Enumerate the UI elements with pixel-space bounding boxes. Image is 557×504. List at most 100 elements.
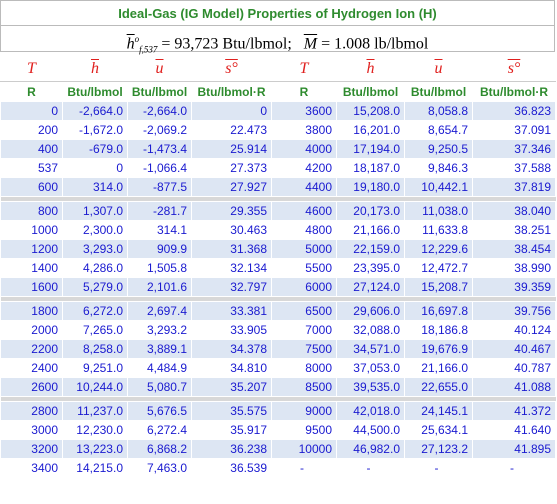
cell: 3400 bbox=[0, 458, 63, 478]
data-row: 2000 7,265.0 3,293.2 33.905 7000 32,088.0 18,1… bbox=[0, 320, 556, 340]
cell: 25.914 bbox=[191, 139, 272, 159]
cell: 35.917 bbox=[191, 420, 272, 440]
data-row: 3200 13,223.0 6,868.2 36.238 10000 46,982.0 27… bbox=[0, 439, 556, 459]
cell: 37.091 bbox=[472, 120, 556, 140]
cell: 42,018.0 bbox=[336, 401, 405, 421]
cell: 44,500.0 bbox=[336, 420, 405, 440]
cell: 3000 bbox=[0, 420, 63, 440]
cell: -2,069.2 bbox=[127, 120, 192, 140]
cell: 37,053.0 bbox=[336, 358, 405, 378]
cell: 800 bbox=[0, 201, 63, 221]
cell: 36.238 bbox=[191, 439, 272, 459]
cell: 19,180.0 bbox=[336, 177, 405, 197]
cell: 9,846.3 bbox=[404, 158, 473, 178]
unit-header: Btu/lbmol·R bbox=[191, 81, 272, 102]
cell: 11,038.0 bbox=[404, 201, 473, 221]
unit-header: Btu/lbmol bbox=[127, 81, 192, 102]
cell: 27.373 bbox=[191, 158, 272, 178]
cell: 21,166.0 bbox=[336, 220, 405, 240]
cell: -1,672.0 bbox=[62, 120, 128, 140]
cell: 4,286.0 bbox=[62, 258, 128, 278]
cell: 38.251 bbox=[472, 220, 556, 240]
data-row: 800 1,307.0 -281.7 29.355 4600 20,173.0 11,038… bbox=[0, 201, 556, 221]
cell: 40.124 bbox=[472, 320, 556, 340]
cell: 1000 bbox=[0, 220, 63, 240]
cell: 200 bbox=[0, 120, 63, 140]
cell: 5500 bbox=[271, 258, 337, 278]
cell: 10,244.0 bbox=[62, 377, 128, 397]
h-value: = 93,723 Btu/lbmol; bbox=[161, 35, 292, 53]
cell: 537 bbox=[0, 158, 63, 178]
symbol-header: s° bbox=[472, 56, 556, 82]
cell: 1,505.8 bbox=[127, 258, 192, 278]
cell: 41.895 bbox=[472, 439, 556, 459]
symbol-header: T bbox=[271, 56, 337, 82]
cell: 14,215.0 bbox=[62, 458, 128, 478]
cell: 38.040 bbox=[472, 201, 556, 221]
cell: 1800 bbox=[0, 301, 63, 321]
cell: 4400 bbox=[271, 177, 337, 197]
cell: -877.5 bbox=[127, 177, 192, 197]
cell: 35.207 bbox=[191, 377, 272, 397]
cell: 314.0 bbox=[62, 177, 128, 197]
h-sup: o bbox=[134, 34, 140, 44]
cell: 22.473 bbox=[191, 120, 272, 140]
gap-cell bbox=[336, 196, 405, 202]
cell: -1,066.4 bbox=[127, 158, 192, 178]
cell: 32.134 bbox=[191, 258, 272, 278]
data-row: 600 314.0 -877.5 27.927 4400 19,180.0 10,442.1… bbox=[0, 177, 556, 197]
cell: 1400 bbox=[0, 258, 63, 278]
cell: 3,293.0 bbox=[62, 239, 128, 259]
cell: 5,279.0 bbox=[62, 277, 128, 297]
data-row: 1000 2,300.0 314.1 30.463 4800 21,166.0 11,633… bbox=[0, 220, 556, 240]
cell: 2,300.0 bbox=[62, 220, 128, 240]
group-gap bbox=[0, 296, 556, 302]
h-symbol: h bbox=[126, 35, 135, 53]
cell: 4800 bbox=[271, 220, 337, 240]
cell: 6500 bbox=[271, 301, 337, 321]
data-row: 3400 14,215.0 7,463.0 36.539- - - - bbox=[0, 458, 556, 478]
cell: 9,251.0 bbox=[62, 358, 128, 378]
cell: 37.346 bbox=[472, 139, 556, 159]
cell: 8,058.8 bbox=[404, 101, 473, 121]
cell: 6,272.4 bbox=[127, 420, 192, 440]
cell: 39,535.0 bbox=[336, 377, 405, 397]
cell: 2400 bbox=[0, 358, 63, 378]
unit-header: R bbox=[0, 81, 63, 102]
unit-header: Btu/lbmol bbox=[62, 81, 128, 102]
cell: 40.467 bbox=[472, 339, 556, 359]
cell: 19,676.9 bbox=[404, 339, 473, 359]
cell: 15,208.7 bbox=[404, 277, 473, 297]
cell: - bbox=[271, 458, 337, 478]
cell: 2,101.6 bbox=[127, 277, 192, 297]
cell: 11,633.8 bbox=[404, 220, 473, 240]
cell: 46,982.0 bbox=[336, 439, 405, 459]
gap-cell bbox=[472, 296, 556, 302]
gap-cell bbox=[191, 296, 272, 302]
cell: 39.756 bbox=[472, 301, 556, 321]
symbol-header: T bbox=[0, 56, 63, 82]
cell: 2,697.4 bbox=[127, 301, 192, 321]
cell: 36.539 bbox=[191, 458, 272, 478]
gap-cell bbox=[0, 396, 63, 402]
gap-cell bbox=[404, 196, 473, 202]
cell: 33.905 bbox=[191, 320, 272, 340]
gap-cell bbox=[62, 196, 128, 202]
cell: 35.575 bbox=[191, 401, 272, 421]
data-row: 200 -1,672.0 -2,069.2 22.473 3800 16,201.0 8,6… bbox=[0, 120, 556, 140]
cell: 15,208.0 bbox=[336, 101, 405, 121]
data-row: 3000 12,230.0 6,272.4 35.917 9500 44,500.0 25,… bbox=[0, 420, 556, 440]
cell: 22,159.0 bbox=[336, 239, 405, 259]
cell: 41.372 bbox=[472, 401, 556, 421]
cell: 6000 bbox=[271, 277, 337, 297]
cell: 10,442.1 bbox=[404, 177, 473, 197]
symbol-header: u bbox=[404, 56, 473, 82]
symbol-header: h bbox=[336, 56, 405, 82]
cell: 3,889.1 bbox=[127, 339, 192, 359]
data-row: 1200 3,293.0 909.9 31.368 5000 22,159.0 12,229… bbox=[0, 239, 556, 259]
cell: 3600 bbox=[271, 101, 337, 121]
cell: 27,123.2 bbox=[404, 439, 473, 459]
gap-cell bbox=[0, 296, 63, 302]
cell: 6,272.0 bbox=[62, 301, 128, 321]
cell: 4200 bbox=[271, 158, 337, 178]
